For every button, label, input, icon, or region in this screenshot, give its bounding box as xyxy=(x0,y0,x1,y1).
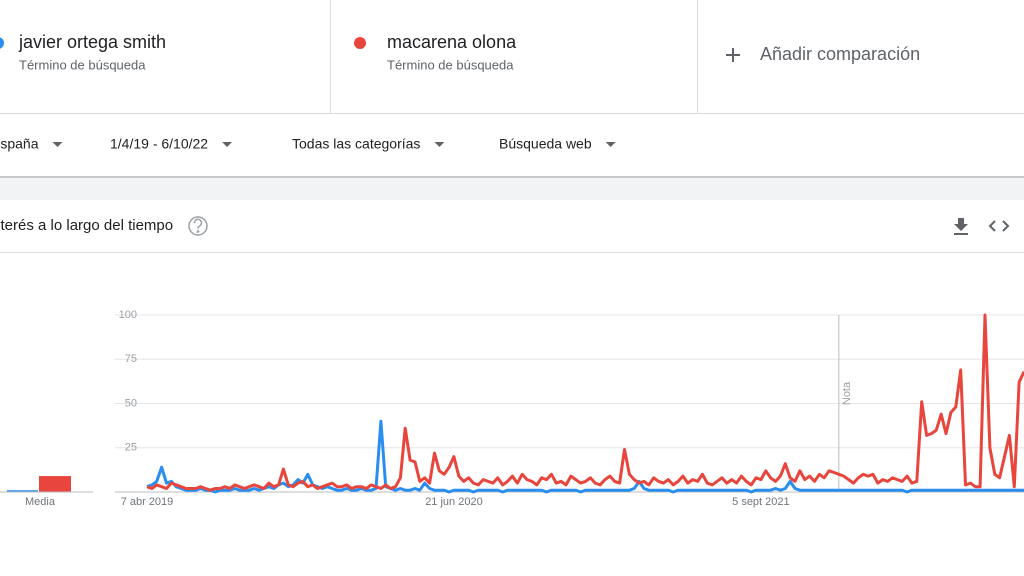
term-name[interactable]: javier ortega smith xyxy=(18,32,166,52)
term-subtitle: Término de búsqueda xyxy=(387,57,514,72)
x-tick-label: 5 sept 2021 xyxy=(732,496,790,508)
add-icon[interactable] xyxy=(726,48,740,62)
term-name[interactable]: macarena olona xyxy=(387,32,517,52)
y-tick-label: 50 xyxy=(125,397,137,409)
x-tick-label: Media xyxy=(25,496,56,508)
bar xyxy=(39,476,71,492)
dropdown-arrow[interactable] xyxy=(434,142,445,147)
filter[interactable]: España xyxy=(0,136,39,152)
x-tick-label: 21 jun 2020 xyxy=(425,496,483,508)
term-subtitle: Término de búsqueda xyxy=(19,57,146,72)
x-tick-label: 7 abr 2019 xyxy=(121,496,174,508)
bar xyxy=(7,490,38,492)
terms-bar xyxy=(0,0,1024,114)
filter[interactable]: Búsqueda web xyxy=(499,136,592,152)
series-line xyxy=(146,313,1024,492)
y-tick-label: 75 xyxy=(125,353,137,365)
download-icon[interactable] xyxy=(954,218,968,235)
term-dot xyxy=(0,37,4,49)
dropdown-arrow[interactable] xyxy=(222,142,233,147)
filter[interactable]: Todas las categorías xyxy=(292,136,420,152)
dropdown-arrow[interactable] xyxy=(52,142,63,147)
gap xyxy=(0,177,1024,200)
card-title: Interés a lo largo del tiempo xyxy=(0,217,173,234)
y-tick-label: 100 xyxy=(119,309,137,321)
add-comparison[interactable]: Añadir comparación xyxy=(760,44,920,64)
term-dot xyxy=(354,37,366,49)
dropdown-arrow[interactable] xyxy=(605,142,616,147)
help-icon[interactable] xyxy=(188,216,208,236)
filter[interactable]: 1/4/19 - 6/10/22 xyxy=(110,136,208,152)
note-label: Nota xyxy=(841,381,853,405)
embed-icon[interactable] xyxy=(988,220,1010,232)
y-tick-label: 25 xyxy=(125,442,137,454)
